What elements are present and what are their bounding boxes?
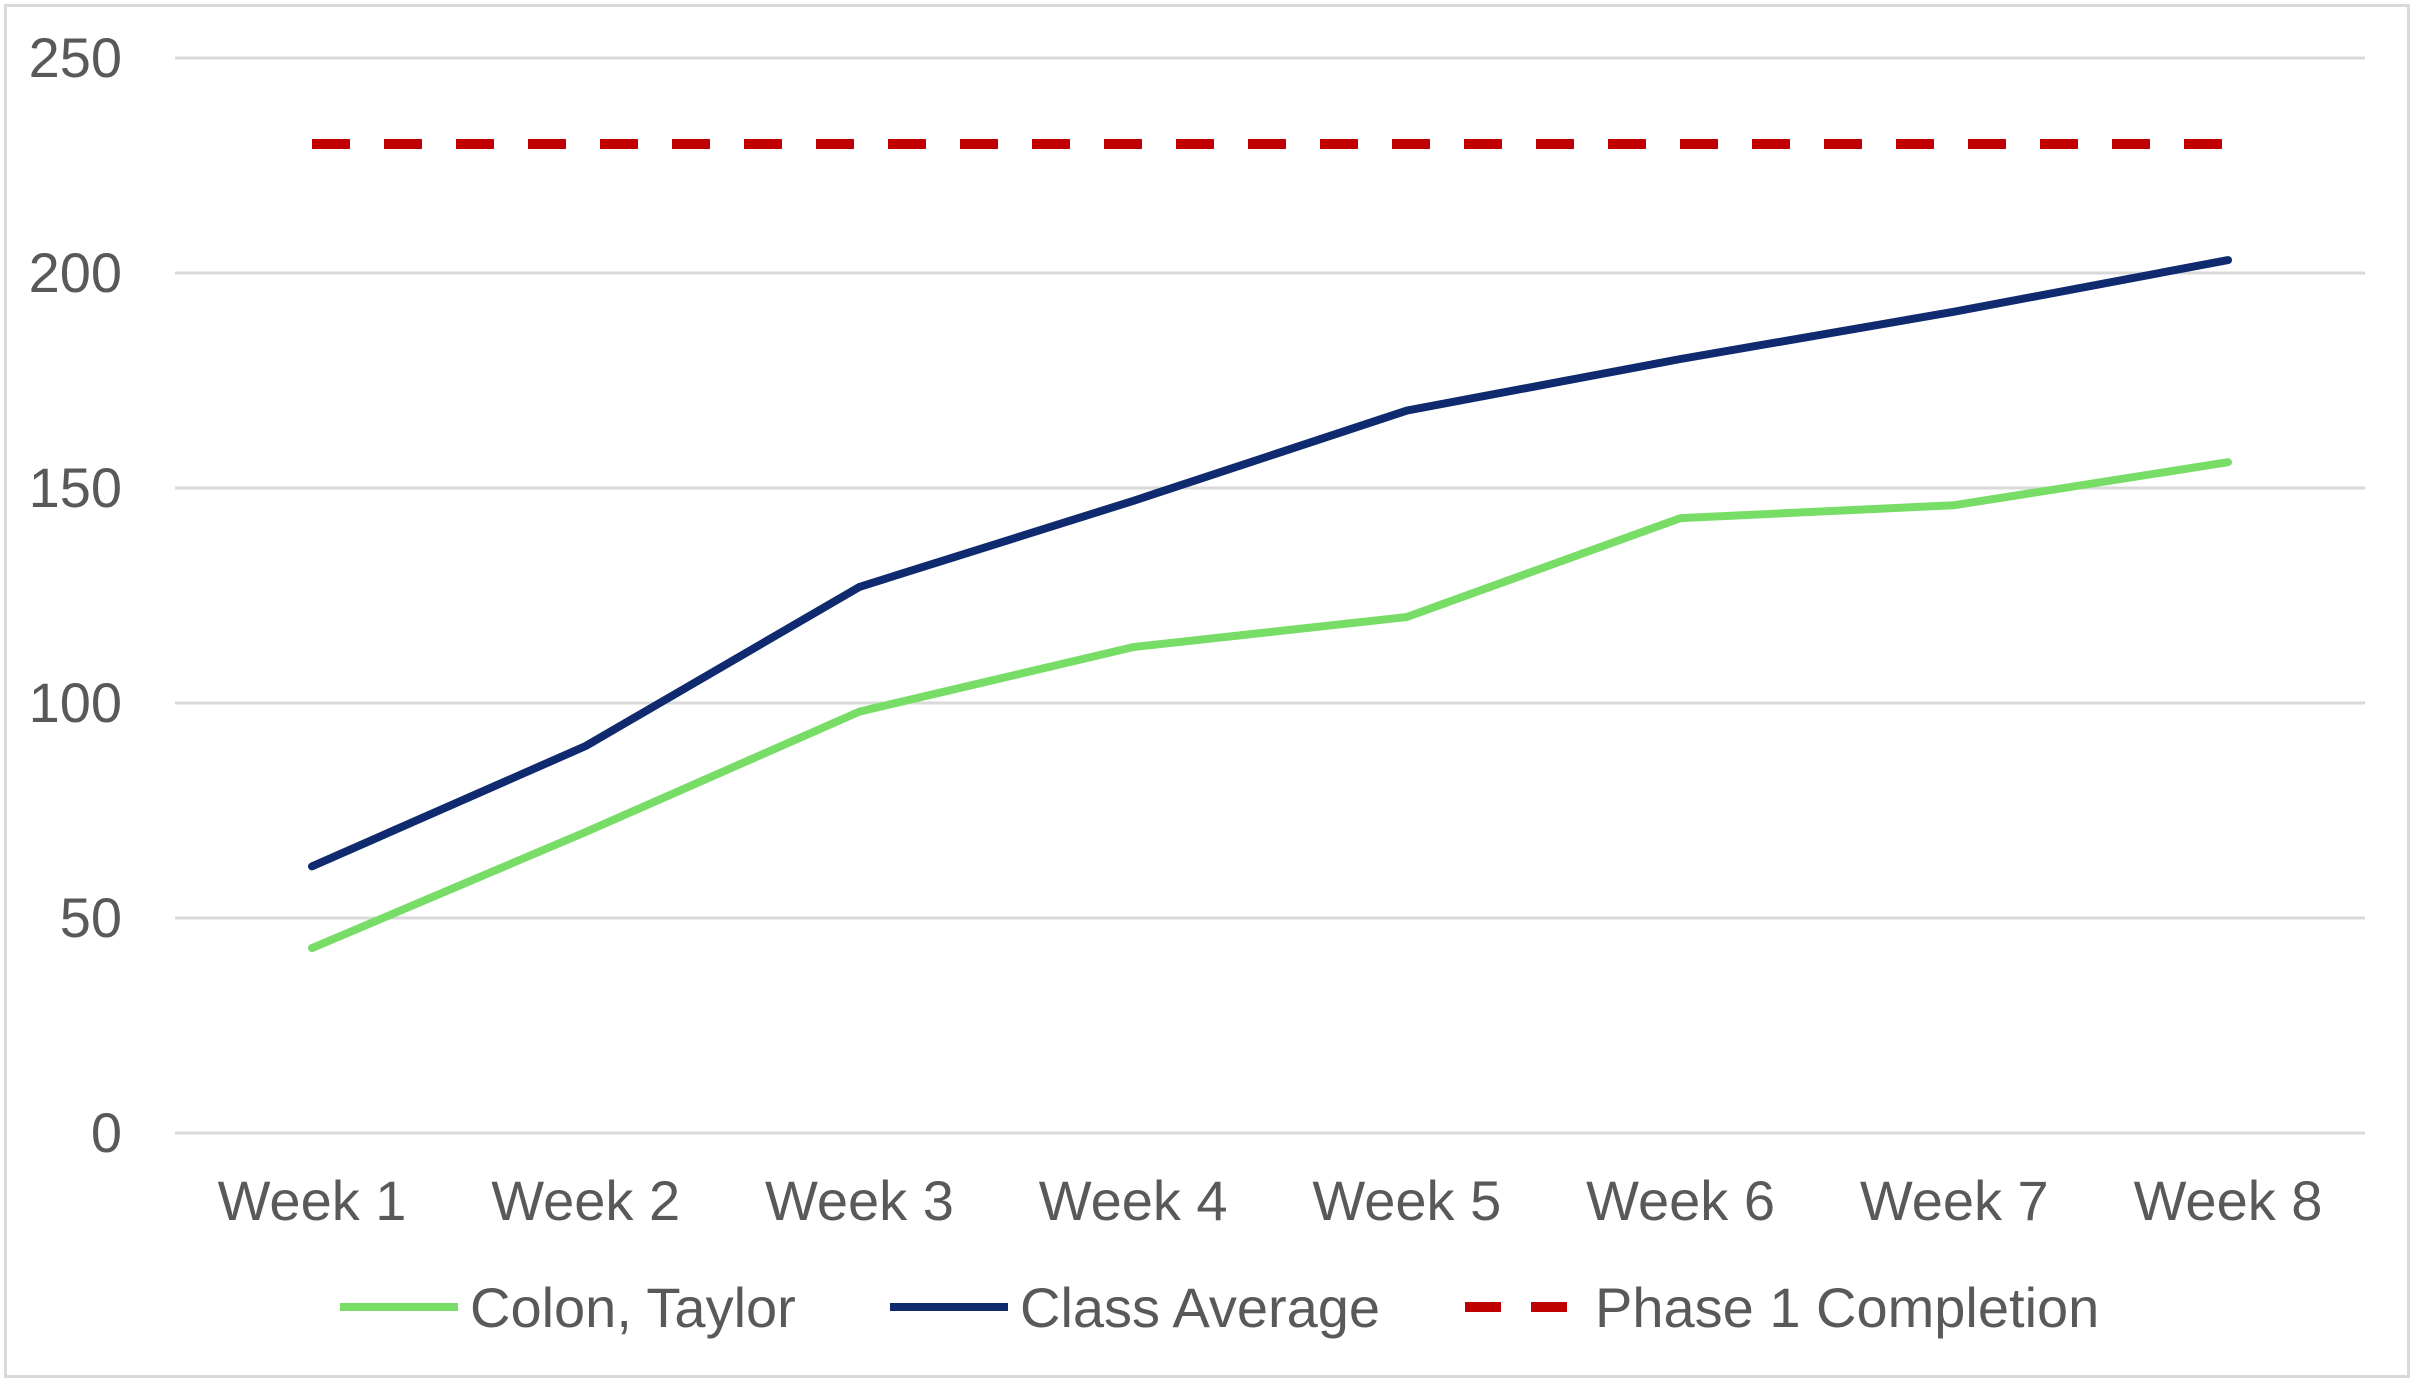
x-tick-label: Week 5 — [1312, 1169, 1501, 1232]
y-tick-label: 0 — [91, 1101, 122, 1164]
legend: Colon, Taylor Class Average Phase 1 Comple… — [340, 1276, 2099, 1339]
y-tick-label: 150 — [29, 456, 122, 519]
x-tick-label: Week 3 — [765, 1169, 954, 1232]
y-tick-label: 200 — [29, 241, 122, 304]
x-axis-tick-labels: Week 1 Week 2 Week 3 Week 4 Week 5 Week 6 Week… — [218, 1169, 2323, 1232]
series-line-colon-taylor — [308, 458, 2232, 953]
x-tick-label: Week 4 — [1039, 1169, 1228, 1232]
gridlines — [175, 56, 2365, 1135]
y-tick-label: 50 — [60, 886, 122, 949]
series-lines — [308, 139, 2232, 953]
legend-label: Colon, Taylor — [470, 1276, 796, 1339]
series-line-class-average — [308, 256, 2232, 871]
y-tick-label: 100 — [29, 671, 122, 734]
x-tick-label: Week 1 — [218, 1169, 407, 1232]
chart-frame — [4, 4, 2410, 1378]
x-tick-label: Week 2 — [491, 1169, 680, 1232]
y-axis-tick-labels: 0 50 100 150 200 250 — [29, 26, 122, 1164]
x-tick-label: Week 7 — [1860, 1169, 2049, 1232]
legend-label: Phase 1 Completion — [1595, 1276, 2099, 1339]
x-tick-label: Week 6 — [1586, 1169, 1775, 1232]
y-tick-label: 250 — [29, 26, 122, 89]
legend-label: Class Average — [1020, 1276, 1380, 1339]
x-tick-label: Week 8 — [2134, 1169, 2323, 1232]
